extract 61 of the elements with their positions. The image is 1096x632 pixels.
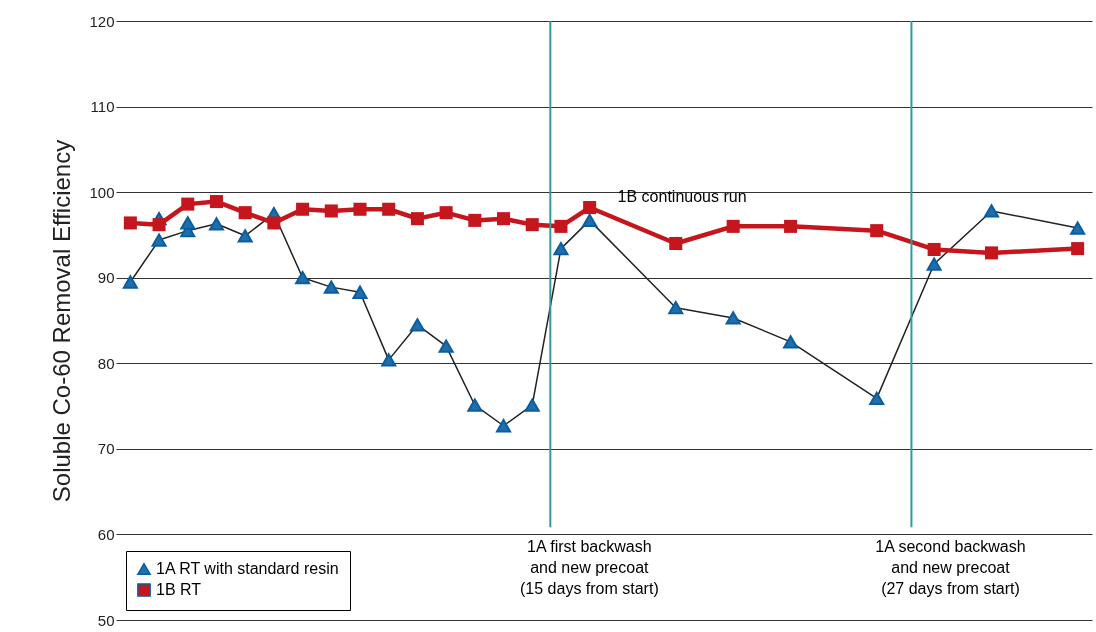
point <box>927 242 941 256</box>
point <box>382 202 396 216</box>
point <box>439 206 453 220</box>
annotation: 1A first backwash and new precoat (15 days from start) <box>520 538 659 598</box>
y-tick-label: 80 <box>97 354 115 372</box>
point <box>409 318 425 332</box>
point <box>296 202 310 216</box>
point <box>267 216 281 230</box>
point <box>467 398 483 412</box>
point <box>583 201 597 215</box>
point <box>180 216 196 230</box>
point <box>151 233 167 247</box>
point <box>324 204 338 218</box>
y-axis-title: Soluble Co-60 Removal Efficiency <box>48 139 76 503</box>
point <box>381 353 397 367</box>
y-tick-label: 60 <box>97 525 115 543</box>
point <box>985 246 999 260</box>
point <box>497 212 511 226</box>
legend-label: 1B RT <box>156 581 202 598</box>
annotation: 1B continuous run <box>617 187 747 205</box>
point <box>984 204 1000 218</box>
point <box>582 213 598 228</box>
point <box>295 271 311 285</box>
point <box>208 217 224 231</box>
point <box>237 229 253 243</box>
y-tick-label: 90 <box>97 269 115 287</box>
point <box>123 216 137 230</box>
y-tick-label: 120 <box>89 12 115 30</box>
point <box>1070 221 1086 235</box>
point <box>725 311 741 325</box>
point <box>869 391 885 406</box>
point <box>496 419 512 433</box>
point <box>353 202 367 216</box>
point <box>668 301 684 315</box>
point <box>669 236 683 250</box>
point <box>553 241 569 256</box>
point <box>438 339 454 353</box>
point <box>524 398 540 412</box>
point <box>554 219 568 233</box>
point <box>323 280 339 294</box>
point <box>784 219 798 233</box>
point <box>525 218 539 232</box>
y-tick-label: 50 <box>97 611 115 629</box>
y-tick-label: 70 <box>97 440 115 458</box>
point <box>468 213 482 227</box>
point <box>152 218 166 232</box>
point <box>122 275 138 289</box>
point <box>926 257 942 271</box>
point <box>726 219 740 233</box>
point <box>1071 242 1085 256</box>
legend-label: 1A RT with standard resin <box>156 560 339 577</box>
point <box>410 212 424 226</box>
annotation: 1A second backwash and new precoat (27 days from start) <box>875 538 1026 598</box>
point <box>209 195 223 209</box>
y-tick-label: 110 <box>90 98 115 116</box>
point <box>352 285 368 299</box>
y-tick-label: 100 <box>89 183 115 201</box>
point <box>783 335 799 349</box>
point <box>238 206 252 220</box>
point <box>870 224 884 238</box>
point <box>181 197 195 211</box>
